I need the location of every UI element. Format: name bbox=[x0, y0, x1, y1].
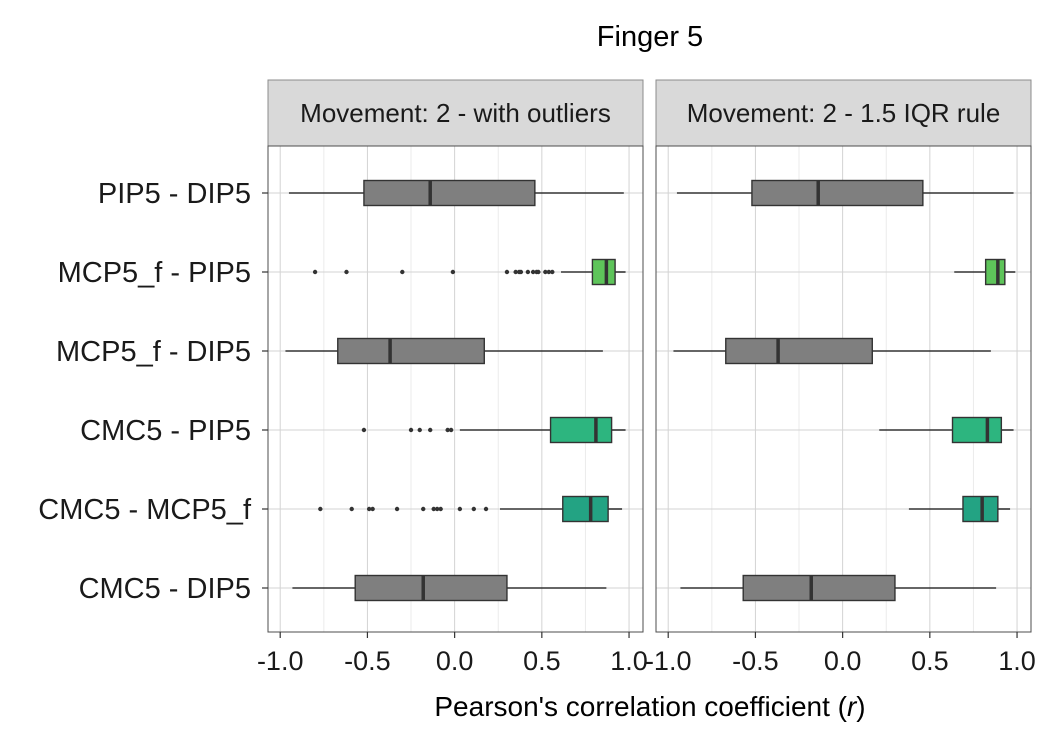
chart-title: Finger 5 bbox=[597, 21, 703, 53]
outlier-point bbox=[438, 506, 443, 512]
outlier-point bbox=[370, 506, 375, 512]
box-6 bbox=[680, 574, 997, 602]
box-iqr bbox=[354, 574, 508, 602]
category-label: MCP5_f - DIP5 bbox=[56, 336, 251, 368]
outlier-point bbox=[543, 269, 548, 275]
outlier-point bbox=[421, 506, 426, 512]
box-iqr bbox=[951, 416, 1003, 444]
x-tick-label: 0.0 bbox=[824, 646, 862, 676]
x-tick-label: -0.5 bbox=[344, 646, 391, 676]
x-axis-title-suffix: ) bbox=[856, 691, 865, 722]
box-2 bbox=[312, 258, 626, 286]
outlier-point bbox=[525, 269, 531, 275]
outlier-point bbox=[518, 269, 524, 275]
panel-2: Movement: 2 - 1.5 IQR rule -1.0 -0.5 0.0 0.5… bbox=[645, 79, 1036, 676]
outlier-point bbox=[450, 269, 456, 275]
outlier-point bbox=[550, 269, 555, 275]
panel-border bbox=[655, 145, 1032, 633]
x-axis-title: Pearson's correlation coefficient (r) bbox=[434, 691, 865, 722]
x-tick-label: -1.0 bbox=[257, 646, 304, 676]
outlier-point bbox=[504, 269, 510, 275]
x-tick-label: 1.0 bbox=[610, 646, 648, 676]
outlier-point bbox=[428, 427, 433, 433]
outlier-point bbox=[366, 506, 372, 512]
x-tick-label: 0.0 bbox=[436, 646, 474, 676]
panel-strip-label: Movement: 2 - with outliers bbox=[300, 98, 611, 128]
box-3 bbox=[285, 337, 603, 365]
panel-strip bbox=[655, 79, 1032, 147]
category-label: PIP5 - DIP5 bbox=[98, 178, 251, 210]
panel-strip-label: Movement: 2 - 1.5 IQR rule bbox=[687, 98, 1001, 128]
panel-1: Movement: 2 - with outliers -1.0 -0.5 0.0 0.… bbox=[257, 79, 648, 676]
outlier-point bbox=[471, 506, 477, 512]
outlier-point bbox=[445, 427, 450, 433]
box-iqr bbox=[725, 337, 873, 365]
panel-border bbox=[267, 145, 644, 633]
outlier-point bbox=[431, 506, 436, 512]
outlier-point bbox=[434, 506, 440, 512]
outlier-point bbox=[408, 427, 414, 433]
box-1 bbox=[676, 179, 1014, 207]
box-iqr bbox=[751, 179, 924, 207]
x-tick-label: -1.0 bbox=[645, 646, 692, 676]
outlier-point bbox=[349, 506, 354, 512]
box-3 bbox=[673, 337, 991, 365]
box-4 bbox=[361, 416, 626, 444]
panel-background bbox=[268, 146, 643, 632]
outlier-point bbox=[318, 506, 323, 512]
x-tick-label: 0.5 bbox=[911, 646, 949, 676]
outlier-point bbox=[483, 506, 489, 512]
panel-strip bbox=[267, 79, 644, 147]
outlier-point bbox=[417, 427, 422, 433]
box-iqr bbox=[742, 574, 896, 602]
box-5 bbox=[908, 495, 1011, 523]
box-iqr bbox=[363, 179, 536, 207]
outlier-point bbox=[536, 269, 541, 275]
x-tick-label: 0.5 bbox=[523, 646, 561, 676]
category-label: MCP5_f - PIP5 bbox=[58, 257, 251, 289]
category-label: CMC5 - PIP5 bbox=[80, 415, 251, 447]
box-5 bbox=[318, 495, 623, 523]
box-iqr bbox=[984, 258, 1006, 286]
box-iqr bbox=[591, 258, 616, 286]
outlier-point bbox=[457, 506, 463, 512]
x-axis-title-variable: r bbox=[847, 691, 858, 722]
x-tick-label: -0.5 bbox=[732, 646, 779, 676]
outlier-point bbox=[513, 269, 518, 275]
outlier-point bbox=[530, 269, 536, 275]
box-iqr bbox=[549, 416, 613, 444]
box-iqr bbox=[562, 495, 609, 523]
outlier-point bbox=[448, 427, 454, 433]
category-label: CMC5 - DIP5 bbox=[79, 573, 251, 605]
plot-area: Movement: 2 - with outliers -1.0 -0.5 0.0 0.… bbox=[38, 79, 1036, 676]
outlier-point bbox=[361, 427, 367, 433]
box-iqr bbox=[337, 337, 485, 365]
outlier-point bbox=[312, 269, 318, 275]
box-6 bbox=[292, 574, 607, 602]
outlier-point bbox=[400, 269, 405, 275]
category-label: CMC5 - MCP5_f bbox=[38, 494, 252, 526]
box-4 bbox=[879, 416, 1014, 444]
panel-background bbox=[656, 146, 1031, 632]
outlier-point bbox=[546, 269, 552, 275]
box-1 bbox=[288, 179, 624, 207]
outlier-point bbox=[394, 506, 400, 512]
outlier-point bbox=[344, 269, 349, 275]
box-2 bbox=[954, 258, 1016, 286]
x-tick-label: 1.0 bbox=[998, 646, 1036, 676]
x-axis-title-prefix: Pearson's correlation coefficient ( bbox=[434, 691, 847, 722]
